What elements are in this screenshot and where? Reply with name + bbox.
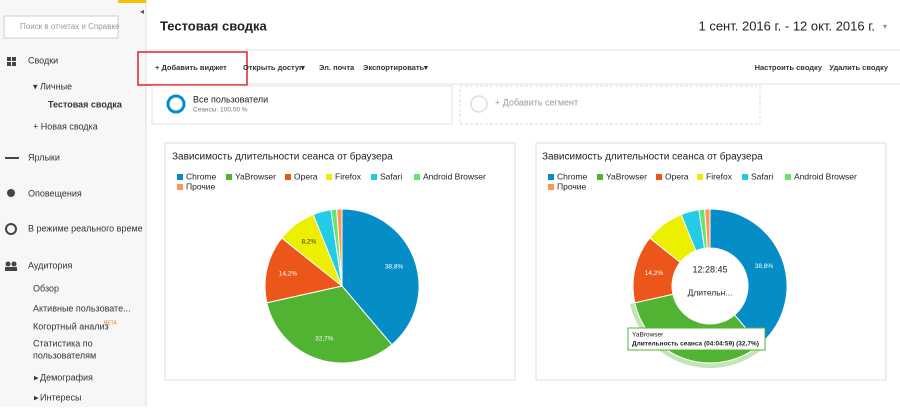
segment-detail: Сеансы: 100,00 % (193, 107, 248, 114)
dropdown-arrow: ▾ (300, 63, 306, 72)
delete[interactable]: Удалить сводку (829, 63, 889, 72)
sidebar (0, 0, 146, 407)
data-label: 32,7% (315, 335, 334, 342)
dropdown-arrow: ▾ (423, 63, 429, 72)
legend-swatch (656, 174, 662, 180)
legend-label: Safari (380, 171, 402, 181)
nav-item[interactable]: Обзор (33, 283, 59, 293)
collapse-arrow[interactable]: ◂ (140, 7, 144, 16)
legend-label: Android Browser (794, 171, 857, 181)
page-title: Тестовая сводка (160, 18, 268, 33)
widget-title: Зависимость длительности сеанса от брауз… (542, 151, 763, 163)
add-widget[interactable]: + Добавить виджет (155, 63, 227, 72)
slice (709, 208, 788, 346)
add-segment-icon (470, 95, 488, 113)
nav-item[interactable]: пользователям (33, 350, 96, 360)
legend-label: Safari (751, 171, 773, 181)
legend-label: Android Browser (423, 171, 486, 181)
legend-label: Chrome (557, 171, 588, 181)
sidebar-icons (5, 57, 19, 271)
legend-swatch (414, 174, 420, 180)
nav-item[interactable]: Аудитория (28, 260, 72, 270)
nav-item[interactable]: Ярлыки (28, 152, 60, 162)
tab-accent (118, 0, 146, 3)
legend-label: Opera (665, 171, 689, 181)
center-label: Длительн... (688, 287, 733, 297)
share[interactable]: Открыть доступ (243, 63, 304, 72)
customize[interactable]: Настроить сводку (755, 63, 823, 72)
legend-label: YaBrowser (235, 171, 276, 181)
beta-badge: BETA (104, 320, 117, 326)
legend-swatch (742, 174, 748, 180)
data-label: 38,8% (385, 264, 404, 271)
nav-arrow: ▸ (34, 392, 39, 402)
segment-card[interactable] (151, 85, 453, 125)
data-label: 14,2% (279, 270, 298, 277)
legend-swatch (285, 174, 291, 180)
legend-swatch (785, 174, 791, 180)
nav-item[interactable]: Интересы (40, 392, 81, 402)
legend-label: Firefox (335, 171, 362, 181)
legend-swatch (177, 184, 183, 190)
slice (341, 208, 420, 346)
legend-swatch (326, 174, 332, 180)
nav-item[interactable]: Когортный анализ (33, 321, 109, 331)
slice (704, 208, 711, 249)
hover-glow (629, 302, 764, 368)
legend-swatch (548, 184, 554, 190)
nav-item[interactable]: Тестовая сводка (48, 99, 123, 109)
export[interactable]: Экспортировать (363, 63, 425, 72)
segment-name: Все пользователи (193, 94, 268, 104)
legend-swatch (177, 174, 183, 180)
email[interactable]: Эл. почта (319, 63, 355, 72)
legend-label: YaBrowser (606, 171, 647, 181)
tooltip-title: YaBrowser (632, 332, 664, 339)
date-arrow: ▾ (883, 22, 887, 31)
tooltip (627, 327, 766, 351)
data-label: 38,8% (755, 263, 774, 270)
nav-item[interactable]: В режиме реального време (28, 223, 143, 233)
tooltip-text: Длительность сеанса (04:04:59) (32,7%) (632, 341, 759, 348)
legend-label: Прочие (186, 181, 216, 191)
search-placeholder: Поиск в отчетах и Справке (20, 22, 120, 31)
data-label: 14,2% (645, 270, 664, 277)
legend-label: Opera (294, 171, 318, 181)
segment-icon (166, 94, 186, 114)
widget-title: Зависимость длительности сеанса от брауз… (172, 151, 393, 163)
slice (336, 208, 343, 287)
date-range[interactable]: 1 сент. 2016 г. - 12 окт. 2016 г. (698, 18, 875, 33)
slice (266, 285, 393, 364)
legend-swatch (226, 174, 232, 180)
legend-swatch (597, 174, 603, 180)
center-value: 12:28:45 (692, 264, 727, 274)
highlight-box (137, 51, 248, 86)
legend-swatch (371, 174, 377, 180)
search-box[interactable] (3, 15, 119, 39)
nav-arrow: ▸ (34, 372, 39, 382)
nav-item[interactable]: Сводки (28, 55, 58, 65)
slice (264, 237, 344, 304)
nav-arrow: ▾ (33, 81, 38, 91)
add-segment-card[interactable] (459, 85, 761, 125)
nav-item[interactable]: Статистика по (33, 338, 93, 348)
legend-label: Chrome (186, 171, 217, 181)
legend-label: Firefox (706, 171, 733, 181)
nav-item[interactable]: Оповещения (28, 188, 82, 198)
nav-item[interactable]: + Новая сводка (33, 121, 98, 131)
nav-item[interactable]: Демография (40, 372, 93, 382)
nav-item[interactable]: Активные пользовате... (33, 303, 131, 313)
legend-swatch (697, 174, 703, 180)
nav-item[interactable]: Личные (40, 81, 72, 91)
data-label: 8,2% (301, 238, 316, 245)
legend-swatch (548, 174, 554, 180)
add-segment: + Добавить сегмент (495, 97, 578, 107)
legend-label: Прочие (557, 181, 587, 191)
